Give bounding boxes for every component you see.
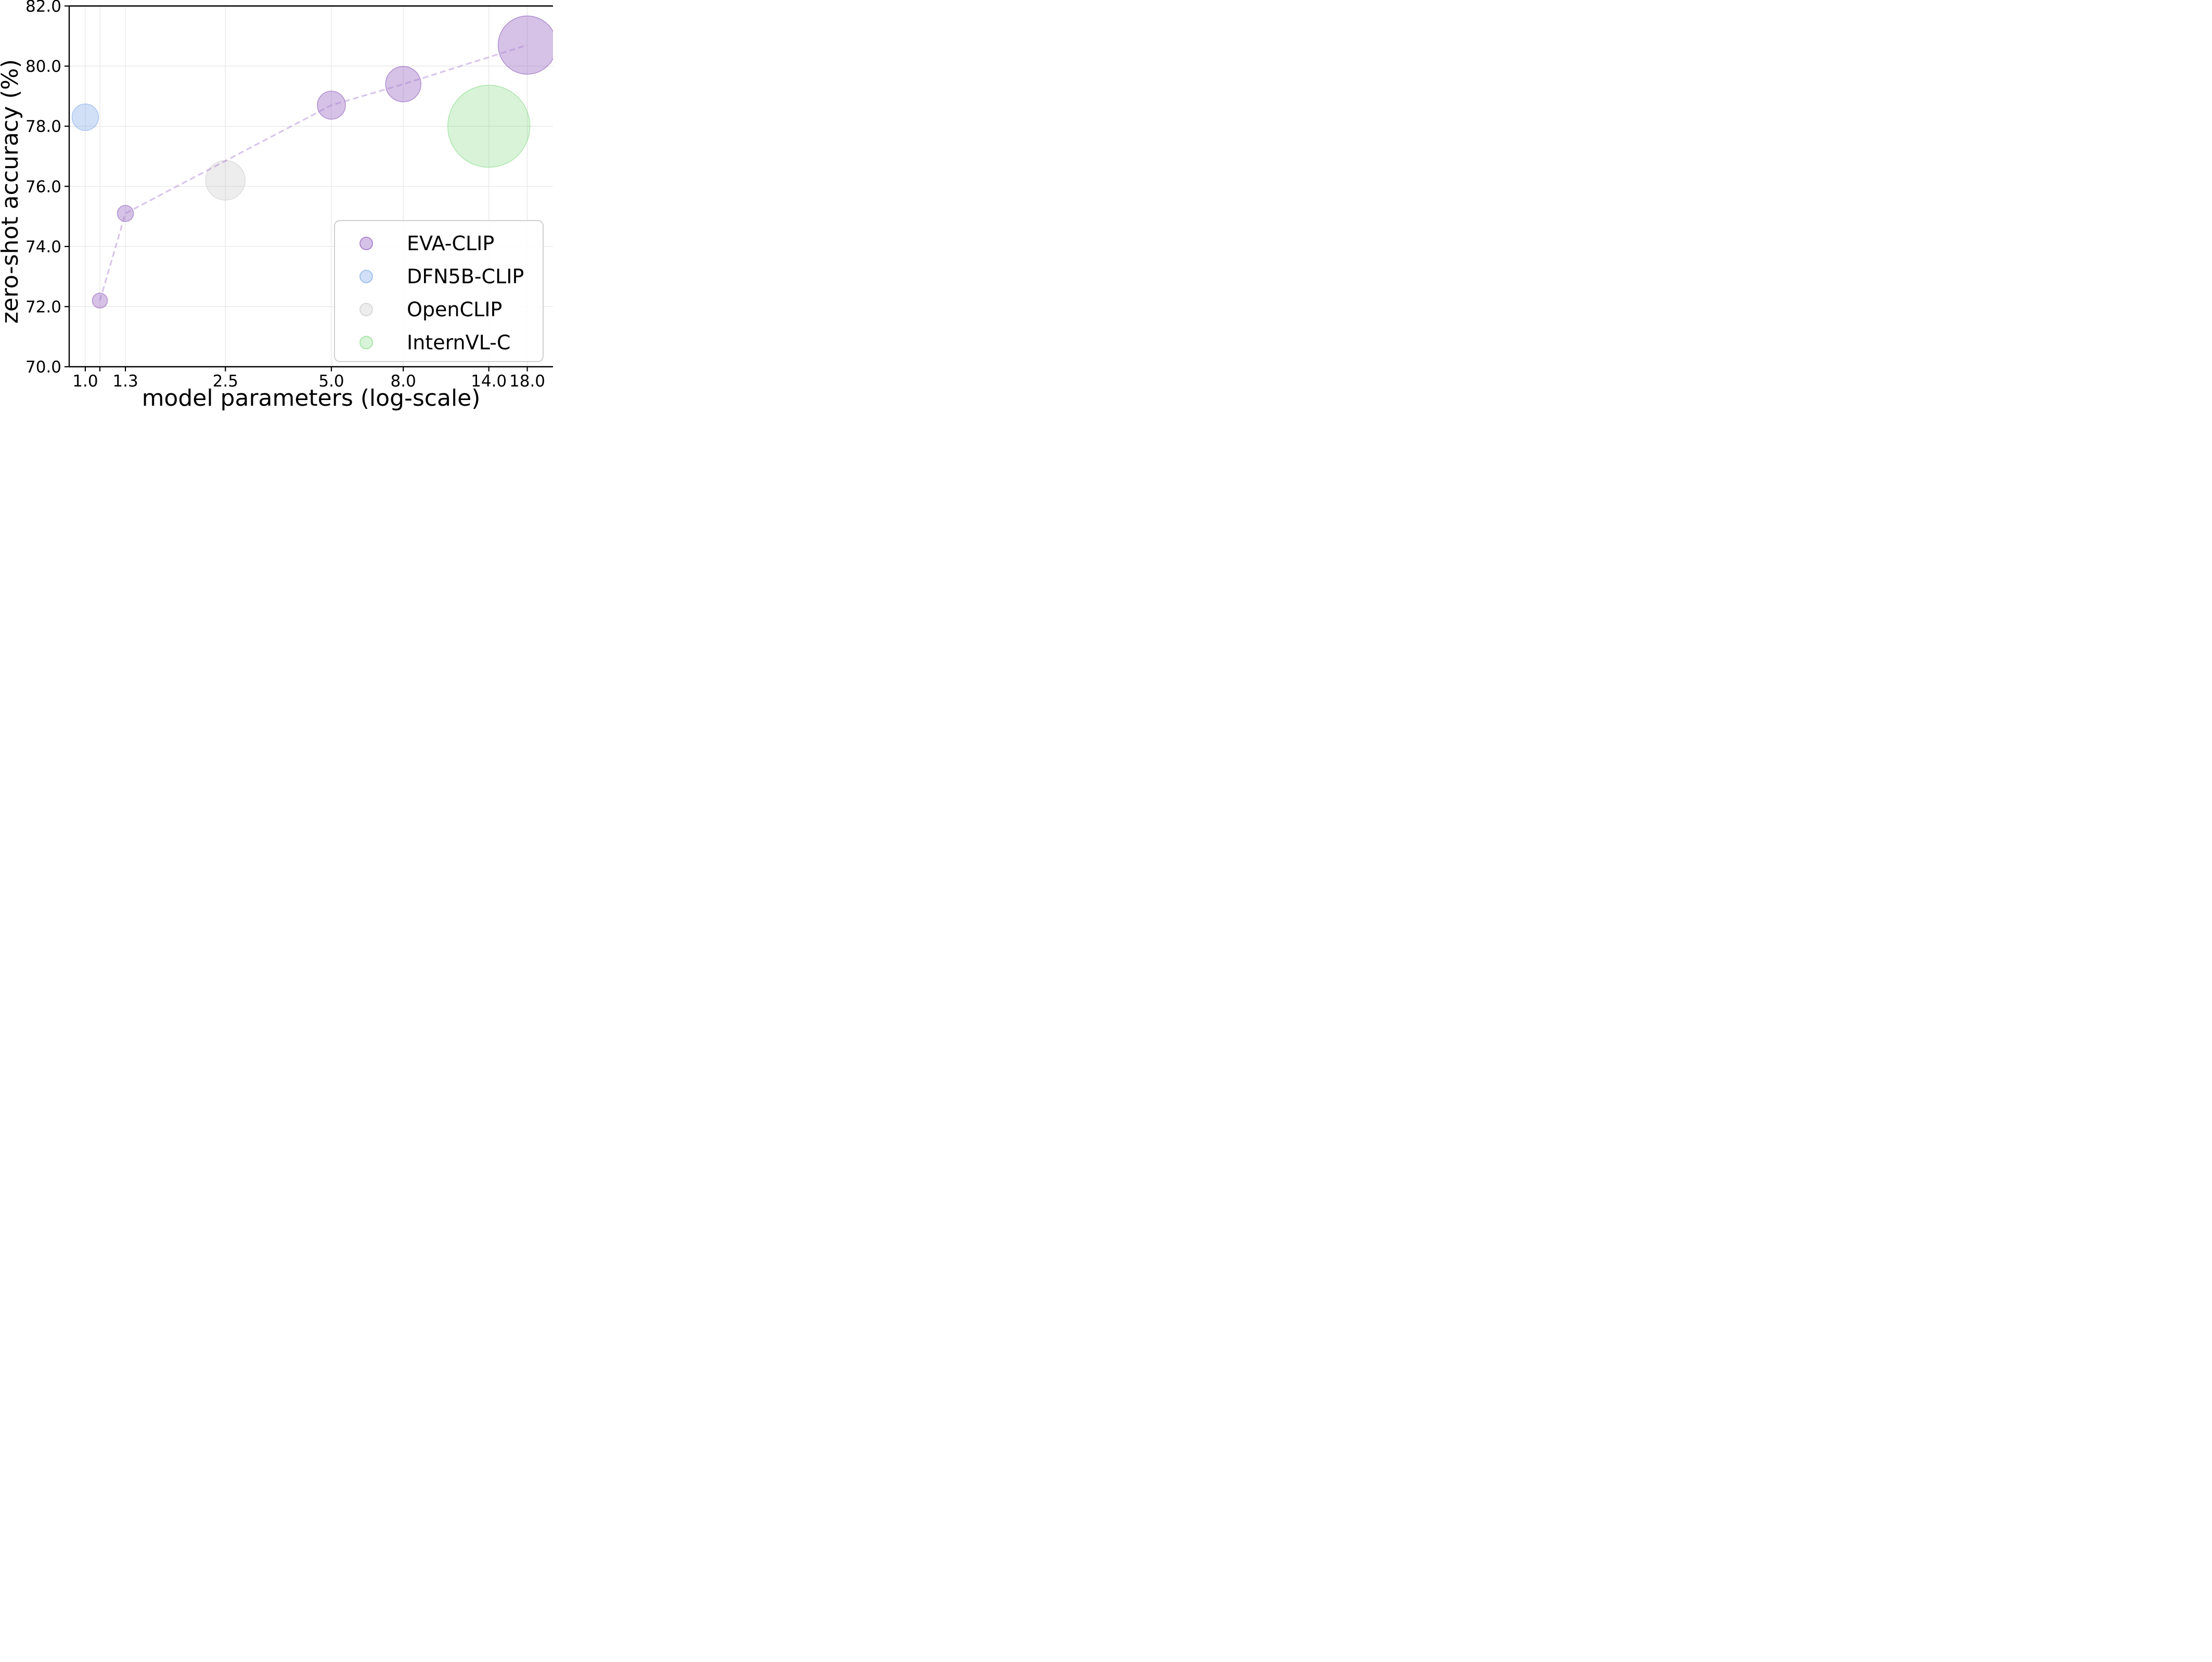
y-axis-label: zero-shot accuracy (%) (0, 59, 23, 324)
legend: EVA-CLIP DFN5B-CLIP OpenCLIP InternVL-C (334, 220, 544, 362)
legend-label-InternVL-C: InternVL-C (407, 331, 510, 354)
x-tick-label-2.5: 2.5 (213, 372, 238, 391)
bubble-EVA-CLIP-1 (117, 205, 134, 222)
bubble-EVA-CLIP-0 (92, 292, 108, 309)
legend-label-EVA-CLIP: EVA-CLIP (407, 232, 494, 255)
bubble-chart-figure: 1.0 1.3 2.5 5.0 8.0 14.0 18.0 82.0 80.0 78.0 76.0 7… (0, 0, 553, 416)
x-tick-label-14.0: 14.0 (471, 372, 507, 391)
bubble-DFN5B-CLIP-0 (71, 104, 99, 131)
tick-marks (65, 5, 528, 371)
x-tick-label-5.0: 5.0 (318, 372, 344, 391)
bubble-InternVL-C-0 (447, 84, 531, 168)
x-axis-label: model parameters (log-scale) (142, 385, 481, 411)
x-tick-label-1.3: 1.3 (112, 372, 138, 391)
legend-marker-OpenCLIP (359, 303, 373, 316)
bubble-EVA-CLIP-3 (385, 66, 421, 102)
trendline-layer (99, 44, 528, 301)
bubble-OpenCLIP-0 (205, 160, 246, 201)
legend-label-OpenCLIP: OpenCLIP (407, 298, 502, 321)
x-tick-label-1.0: 1.0 (72, 372, 98, 391)
x-tick-label-8.0: 8.0 (391, 372, 416, 391)
y-tick-label-72.0: 72.0 (25, 298, 61, 316)
y-tick-label-78.0: 78.0 (25, 118, 61, 136)
x-tick-label-18.0: 18.0 (509, 372, 545, 391)
y-tick-label-82.0: 82.0 (25, 0, 61, 16)
y-tick-label-70.0: 70.0 (25, 358, 61, 377)
legend-marker-InternVL-C (359, 336, 373, 350)
y-tick-label-76.0: 76.0 (25, 177, 61, 196)
legend-label-DFN5B-CLIP: DFN5B-CLIP (407, 265, 524, 288)
y-tick-label-74.0: 74.0 (25, 238, 61, 256)
tick-labels: 1.0 1.3 2.5 5.0 8.0 14.0 18.0 82.0 80.0 78.0 76.0 7… (25, 0, 545, 391)
legend-marker-DFN5B-CLIP (359, 269, 373, 284)
trendline-EVA-CLIP (99, 44, 528, 301)
bubble-EVA-CLIP-4 (497, 15, 553, 75)
chart-canvas: 1.0 1.3 2.5 5.0 8.0 14.0 18.0 82.0 80.0 78.0 76.0 7… (0, 0, 553, 411)
legend-marker-EVA-CLIP (359, 237, 373, 250)
data-bubbles (71, 15, 553, 309)
legend-box (334, 220, 544, 362)
bubble-EVA-CLIP-2 (317, 91, 346, 120)
y-tick-label-80.0: 80.0 (25, 57, 61, 76)
